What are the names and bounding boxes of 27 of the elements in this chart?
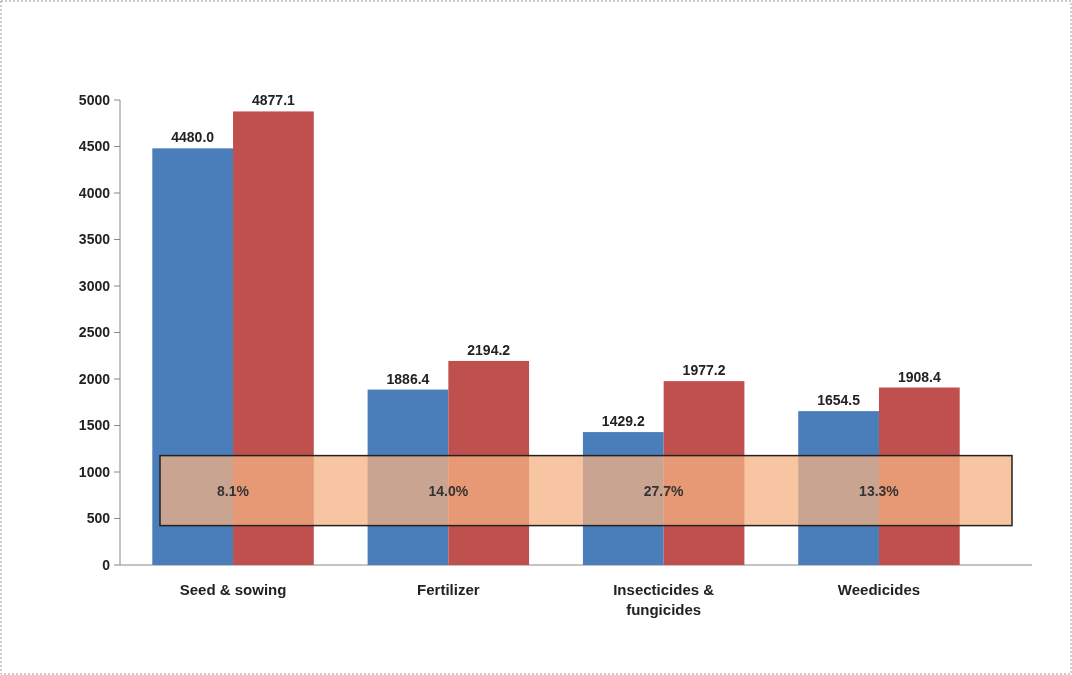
y-tick-label: 3500 [78,231,111,248]
y-tick-label: 1500 [78,417,111,434]
x-tick-label: Weedicides [837,581,921,598]
data-label: 4480.0 [171,129,215,146]
x-tick-label: Fertilizer [417,581,480,598]
data-label: 1429.2 [601,413,645,430]
annotation: 27.7% [643,482,685,499]
annotation: 8.1% [217,482,250,499]
annotation: 13.3% [859,482,900,499]
y-tick-label: 4000 [78,184,111,201]
data-label: 1654.5 [817,392,861,409]
y-tick-label: 0 [102,556,111,573]
y-tick-label: 3000 [78,277,111,294]
data-label: 1977.2 [682,362,726,379]
x-tick-label: Insecticides & fungicides [613,581,715,618]
y-tick-label: 1000 [78,463,111,480]
x-tick-label: Seed & sowing [179,581,287,598]
y-tick-label: 2000 [78,370,111,387]
data-label: 4877.1 [251,92,296,109]
y-tick-label: 500 [86,510,111,527]
annotation: 14.0% [428,482,469,499]
data-label: 2194.2 [467,341,511,358]
y-tick-label: 2500 [78,324,111,341]
data-label: 1908.4 [897,368,941,385]
data-label: 1886.4 [386,370,430,387]
y-tick-label: 4500 [78,138,111,155]
y-tick-label: 5000 [78,91,111,108]
